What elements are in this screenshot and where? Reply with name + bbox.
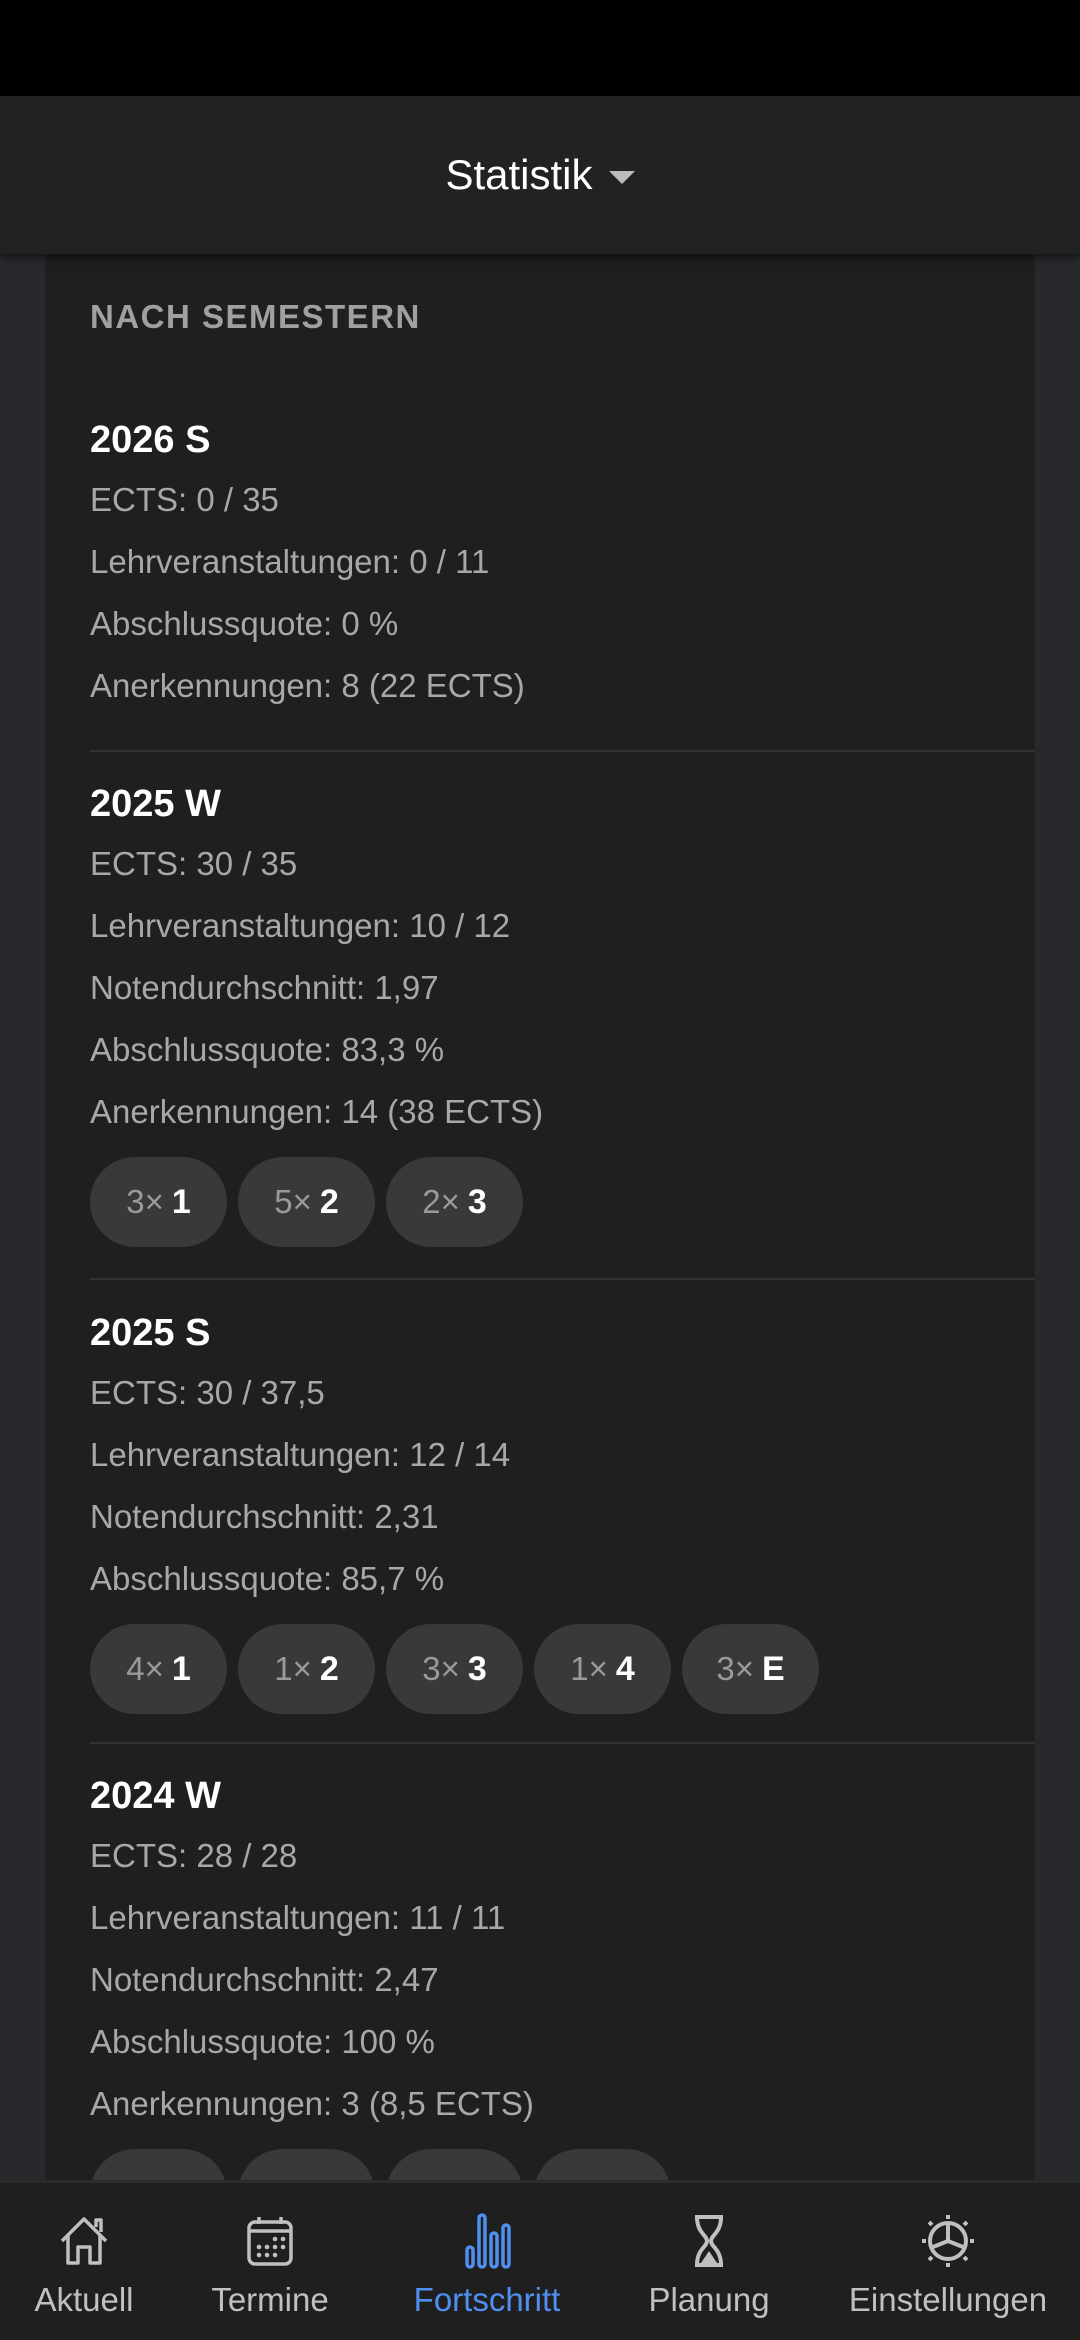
nav-label: Termine (211, 2281, 329, 2318)
grade-chip (238, 2149, 375, 2184)
grade-value: E (761, 1649, 785, 1688)
nav-item-einstellungen[interactable]: Einstellungen (816, 2183, 1080, 2340)
grade-value: 3 (467, 1182, 487, 1221)
semester-stat: ECTS: 30 / 35 (90, 845, 298, 882)
semester-stats-card: NACH SEMESTERN 2026 S ECTS: 0 / 35 Lehrver… (45, 254, 1035, 2184)
divider (90, 1742, 1035, 1744)
semester-stat: Abschlussquote: 100 % (90, 2023, 435, 2060)
grade-count: 3× (126, 1183, 164, 1220)
hourglass-icon (695, 2215, 723, 2267)
grade-value: 3 (467, 1649, 487, 1688)
grade-chip: 1× 4 (534, 1624, 671, 1714)
grade-chip: 3× 1 (90, 1157, 227, 1247)
grade-chip (534, 2149, 671, 2184)
bottom-navigation: Aktuell Termine Fortschritt Planung Einstell… (0, 2180, 1080, 2340)
grade-count: 3× (422, 1650, 460, 1687)
grade-count: 4× (126, 1650, 164, 1687)
nav-label: Aktuell (34, 2281, 134, 2318)
grade-chip: 1× 2 (238, 1624, 375, 1714)
calendar-icon (247, 2217, 293, 2266)
grade-count: 5× (274, 1183, 312, 1220)
home-icon (60, 2217, 108, 2265)
nav-item-planung[interactable]: Planung (602, 2183, 816, 2340)
semester-section: 2024 W ECTS: 28 / 28 Lehrveranstaltungen: … (90, 1767, 1035, 2184)
semester-stat: Anerkennungen: 14 (38 ECTS) (90, 1093, 544, 1130)
grade-chip (386, 2149, 523, 2184)
grade-count: 1× (570, 1650, 608, 1687)
nav-label: Einstellungen (848, 2281, 1048, 2318)
nav-item-termine[interactable]: Termine (168, 2183, 372, 2340)
semester-stat: Lehrveranstaltungen: 0 / 11 (90, 543, 490, 580)
semester-stat: Lehrveranstaltungen: 10 / 12 (90, 907, 511, 944)
semester-section: 2025 W ECTS: 30 / 35 Lehrveranstaltungen: … (90, 775, 1035, 1247)
gear-icon (922, 2215, 974, 2267)
grade-chip: 3× E (682, 1624, 819, 1714)
grade-distribution: 4× 1 1× 2 3× 3 1× 4 3× E (90, 1624, 1035, 1714)
semester-section: 2025 S ECTS: 30 / 37,5 Lehrveranstaltungen… (90, 1304, 1035, 1714)
semester-stat: ECTS: 30 / 37,5 (90, 1374, 325, 1411)
grade-value: 2 (319, 1182, 339, 1221)
semester-stat: Lehrveranstaltungen: 12 / 14 (90, 1436, 511, 1473)
page-title: Statistik (445, 151, 593, 198)
grade-chip: 3× 3 (386, 1624, 523, 1714)
divider (90, 750, 1035, 752)
semester-stat: Abschlussquote: 83,3 % (90, 1031, 445, 1068)
semester-stat: Abschlussquote: 85,7 % (90, 1560, 445, 1597)
dropdown-caret-icon (608, 170, 635, 184)
grade-value: 2 (319, 1649, 339, 1688)
section-title: NACH SEMESTERN (90, 298, 421, 335)
semester-stat: ECTS: 28 / 28 (90, 1837, 298, 1874)
semester-stat: Notendurchschnitt: 1,97 (90, 969, 439, 1006)
semester-stat: Notendurchschnitt: 2,47 (90, 1961, 439, 1998)
grade-value: 4 (615, 1649, 635, 1688)
grade-count: 3× (716, 1650, 754, 1687)
semester-stat: Lehrveranstaltungen: 11 / 11 (90, 1899, 506, 1936)
grade-distribution: 3× 1 5× 2 2× 3 (90, 1157, 1035, 1247)
semester-stat: Notendurchschnitt: 2,31 (90, 1498, 439, 1535)
semester-title: 2024 W (90, 1775, 221, 1817)
semester-stat: ECTS: 0 / 35 (90, 481, 279, 518)
nav-label: Fortschritt (413, 2281, 561, 2318)
semester-stat: Anerkennungen: 8 (22 ECTS) (90, 667, 525, 704)
grade-chip (90, 2149, 227, 2184)
view-selector[interactable]: Statistik (0, 96, 1080, 254)
nav-item-fortschritt[interactable]: Fortschritt (372, 2183, 602, 2340)
grade-count: 1× (274, 1650, 312, 1687)
semester-title: 2026 S (90, 419, 211, 461)
semester-stat: Anerkennungen: 3 (8,5 ECTS) (90, 2085, 534, 2122)
semester-title: 2025 S (90, 1312, 211, 1354)
grade-value: 1 (171, 1649, 191, 1688)
nav-label: Planung (648, 2281, 770, 2318)
grade-chip: 2× 3 (386, 1157, 523, 1247)
grade-value: 1 (171, 1182, 191, 1221)
grade-distribution (90, 2149, 1035, 2184)
semester-section: 2026 S ECTS: 0 / 35 Lehrveranstaltungen: 0… (90, 411, 1035, 717)
divider (90, 1278, 1035, 1280)
grade-chip: 5× 2 (238, 1157, 375, 1247)
semester-title: 2025 W (90, 783, 221, 825)
status-bar (0, 0, 1080, 96)
semester-stat: Abschlussquote: 0 % (90, 605, 399, 642)
bar-chart-icon (465, 2213, 511, 2269)
nav-item-aktuell[interactable]: Aktuell (0, 2183, 168, 2340)
grade-chip: 4× 1 (90, 1624, 227, 1714)
grade-count: 2× (422, 1183, 460, 1220)
